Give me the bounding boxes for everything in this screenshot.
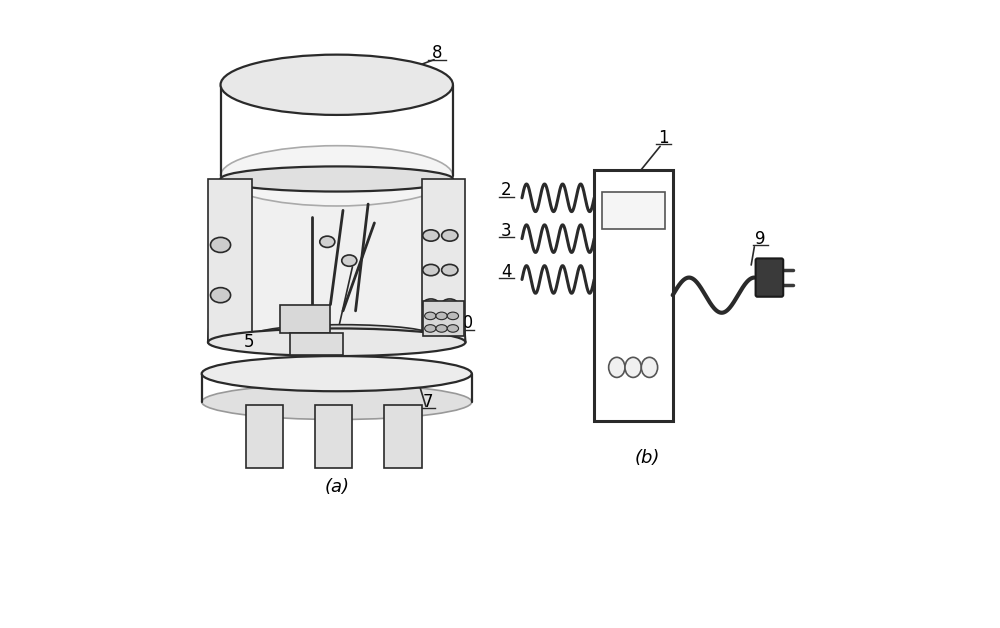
Ellipse shape [208,328,465,356]
Bar [423,301,464,336]
Ellipse shape [221,55,453,115]
Ellipse shape [423,264,439,276]
Ellipse shape [436,312,447,320]
Ellipse shape [221,146,453,206]
FancyBboxPatch shape [756,258,783,296]
Bar [602,192,665,229]
Bar [290,333,343,355]
Ellipse shape [442,264,458,276]
Ellipse shape [625,357,641,377]
Ellipse shape [425,312,436,320]
Ellipse shape [447,312,459,320]
Ellipse shape [423,230,439,241]
Bar [384,405,422,468]
Bar [594,170,673,421]
Ellipse shape [447,325,459,332]
Text: 1: 1 [658,129,669,147]
Ellipse shape [641,357,658,377]
Ellipse shape [221,166,453,192]
Text: 2: 2 [501,181,512,199]
Ellipse shape [210,237,231,252]
Text: 8: 8 [432,45,442,62]
Bar [280,305,330,333]
Text: (a): (a) [324,478,349,495]
Ellipse shape [425,325,436,332]
Ellipse shape [320,236,335,247]
Ellipse shape [442,230,458,241]
Ellipse shape [442,299,458,310]
Text: 6: 6 [325,355,336,373]
Text: 4: 4 [501,263,512,281]
Ellipse shape [609,357,625,377]
Text: 9: 9 [755,230,766,247]
Bar [315,405,352,468]
Ellipse shape [423,299,439,310]
Polygon shape [208,179,465,342]
Text: (b): (b) [635,450,660,467]
Bar [208,179,252,342]
Ellipse shape [436,325,447,332]
Ellipse shape [252,325,434,347]
Text: 5: 5 [244,333,254,351]
Bar [422,179,465,342]
Ellipse shape [202,384,472,420]
Bar [246,405,283,468]
Ellipse shape [202,356,472,391]
Ellipse shape [210,288,231,303]
Text: 7: 7 [423,393,433,411]
Text: 3: 3 [501,222,512,240]
Text: 10: 10 [452,315,473,332]
Ellipse shape [342,255,357,266]
